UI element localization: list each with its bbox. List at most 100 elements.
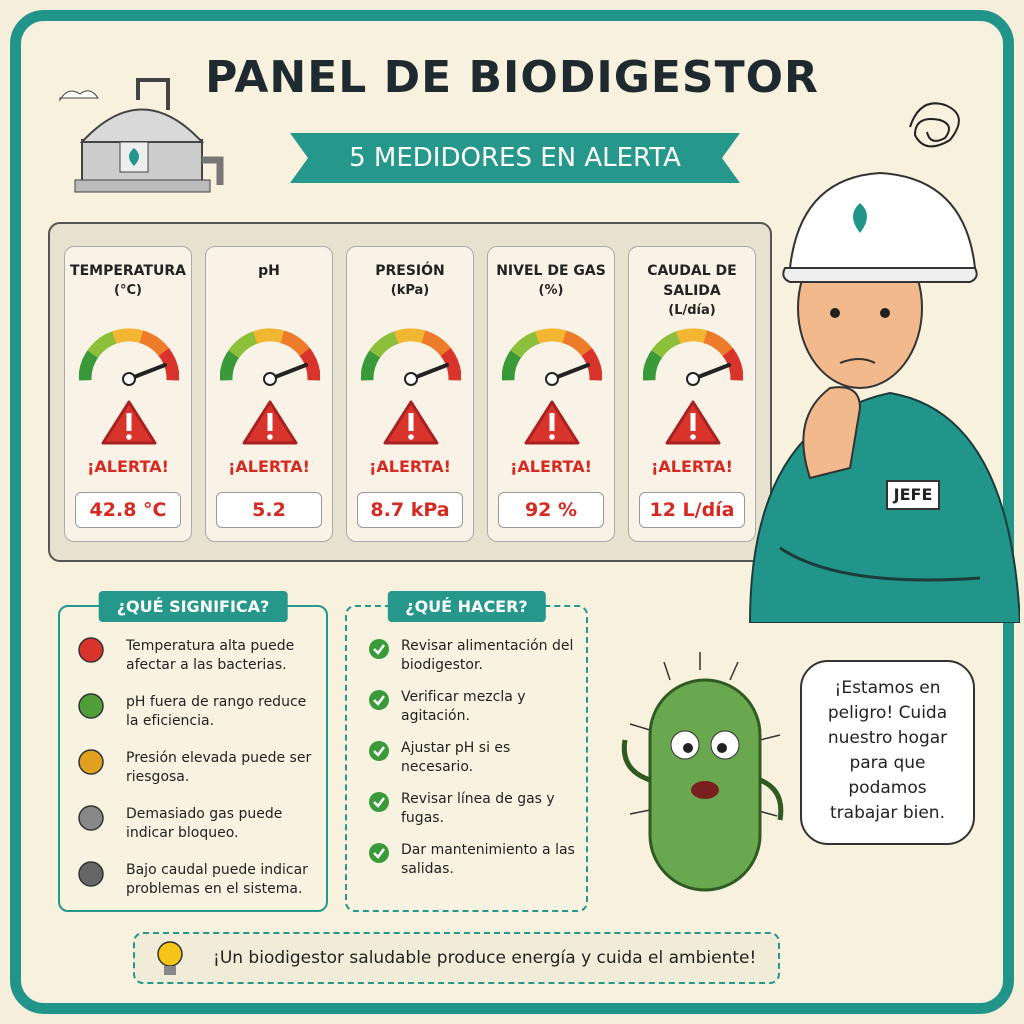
warning-dot — [549, 434, 555, 440]
title: PANEL DE BIODIGESTOR — [205, 52, 819, 103]
gauge-segment — [562, 330, 594, 359]
action-item: Revisar alimentación del biodigestor. — [401, 638, 574, 673]
warning-mark — [126, 413, 132, 431]
meaning-icon — [78, 861, 104, 887]
speech-bubble: ¡Estamos en peligro! Cuida nuestro hogar… — [800, 660, 975, 845]
check-mark — [373, 746, 385, 757]
gauge-panel: TEMPERATURA (°C) ¡ALERTA! 42.8 °C pH ¡ALERTA!… — [48, 222, 772, 562]
gauge-segment — [158, 348, 179, 381]
gauge-segment — [220, 348, 241, 381]
meaning-title: ¿QUÉ SIGNIFICA? — [98, 591, 288, 622]
check-circle — [369, 843, 389, 863]
gauge-card: NIVEL DE GAS (%) ¡ALERTA! 92 % — [487, 246, 615, 542]
biodigester-illustration — [59, 78, 224, 193]
check-mark — [373, 644, 385, 655]
scribble-icon — [909, 102, 960, 148]
lightbulb-icon — [157, 941, 183, 975]
gauge-name: NIVEL DE GAS — [496, 263, 606, 279]
gauge-status: ¡ALERTA! — [228, 457, 310, 476]
gauge-segment — [299, 348, 320, 381]
gauge-label: CAUDAL DE SALIDA (L/día) — [629, 261, 755, 321]
gauge-segment — [440, 348, 461, 381]
gauge-segment — [675, 328, 711, 344]
warning-mark — [690, 413, 696, 431]
gauge-segment — [228, 330, 260, 359]
gauge-name: TEMPERATURA — [70, 263, 186, 279]
meaning-icon — [78, 805, 104, 831]
gauge-segment — [722, 348, 743, 381]
gauge-card: TEMPERATURA (°C) ¡ALERTA! 42.8 °C — [64, 246, 192, 542]
gauge-unit: (L/día) — [668, 303, 716, 318]
gauge-dial — [502, 328, 602, 445]
gauge-name: CAUDAL DE SALIDA — [647, 263, 737, 299]
check-mark — [373, 695, 385, 706]
action-item: Revisar línea de gas y fugas. — [401, 791, 555, 826]
gauge-label: pH — [206, 261, 332, 281]
gauge-card: CAUDAL DE SALIDA (L/día) ¡ALERTA! 12 L/día — [628, 246, 756, 542]
warning-dot — [267, 434, 273, 440]
gauge-segment — [643, 348, 664, 381]
check-icon — [369, 741, 389, 761]
check-icon — [369, 843, 389, 863]
gauge-segment — [581, 348, 602, 381]
gauge-dial — [643, 328, 743, 445]
gauge-hub — [122, 372, 136, 386]
subtitle-banner: 5 MEDIDORES EN ALERTA — [290, 133, 740, 183]
warning-dot — [408, 434, 414, 440]
check-circle — [369, 690, 389, 710]
warning-mark — [267, 413, 273, 431]
gauge-segment — [361, 348, 382, 381]
meaning-box: ¿QUÉ SIGNIFICA? Temperatura alta puede a… — [58, 591, 328, 912]
meaning-icon-shape — [78, 749, 104, 775]
gauge-hub — [545, 372, 559, 386]
gauge-status: ¡ALERTA! — [510, 457, 592, 476]
gauge-status: ¡ALERTA! — [651, 457, 733, 476]
meaning-item: Bajo caudal puede indicar problemas en e… — [126, 862, 308, 897]
meaning-icon — [78, 693, 104, 719]
meaning-icon-shape — [78, 805, 104, 831]
gauge-segment — [280, 330, 312, 359]
gauge-segment — [79, 348, 100, 381]
warning-dot — [126, 434, 132, 440]
gauge-label: PRESIÓN (kPa) — [347, 261, 473, 301]
gauge-dial — [220, 328, 320, 445]
footer-banner: ¡Un biodigestor saludable produce energí… — [133, 932, 780, 984]
gauge-segment — [534, 328, 570, 344]
meaning-icon-shape — [78, 637, 104, 663]
check-circle — [369, 741, 389, 761]
gauge-hub — [686, 372, 700, 386]
gauge-status: ¡ALERTA! — [87, 457, 169, 476]
check-icon — [369, 792, 389, 812]
gauge-segment — [421, 330, 453, 359]
engineer-illustration — [748, 171, 1020, 623]
action-item: Verificar mezcla y agitación. — [401, 689, 526, 724]
gauge-dial — [361, 328, 461, 445]
gauge-segment — [252, 328, 288, 344]
gauge-label: NIVEL DE GAS (%) — [488, 261, 614, 301]
gauge-name: pH — [258, 263, 280, 279]
action-item: Ajustar pH si es necesario. — [401, 740, 511, 775]
gauge-segment — [369, 330, 401, 359]
gauge-dial — [79, 328, 179, 445]
gauge-segment — [502, 348, 523, 381]
gauge-segment — [111, 328, 147, 344]
meaning-item: Demasiado gas puede indicar bloqueo. — [126, 806, 283, 841]
boss-badge: JEFE — [886, 480, 940, 510]
gauge-reading: 12 L/día — [639, 492, 745, 528]
gauge-status: ¡ALERTA! — [369, 457, 451, 476]
meaning-item: pH fuera de rango reduce la eficiencia. — [126, 694, 307, 729]
warning-dot — [690, 434, 696, 440]
check-circle — [369, 639, 389, 659]
gauge-segment — [651, 330, 683, 359]
meaning-item: Temperatura alta puede afectar a las bac… — [126, 638, 295, 673]
gauge-hub — [404, 372, 418, 386]
action-item: Dar mantenimiento a las salidas. — [401, 842, 575, 877]
meaning-icon — [78, 749, 104, 775]
gauge-card: pH ¡ALERTA! 5.2 — [205, 246, 333, 542]
gauge-unit: (kPa) — [390, 283, 430, 298]
check-icon — [369, 639, 389, 659]
gauge-segment — [510, 330, 542, 359]
gauge-name: PRESIÓN — [375, 263, 445, 279]
